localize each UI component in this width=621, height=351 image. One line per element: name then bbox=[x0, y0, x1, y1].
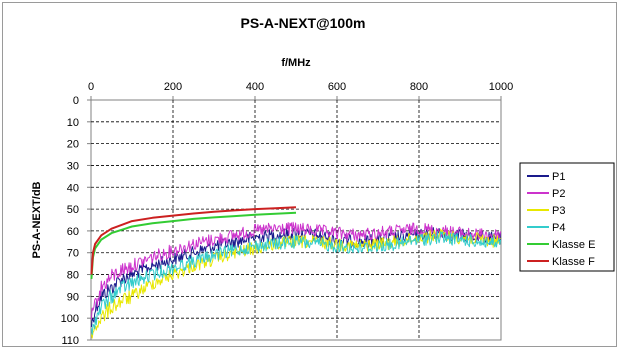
y-tick-label: 90 bbox=[67, 291, 79, 303]
chart-title: PS-A-NEXT@100m bbox=[241, 15, 366, 31]
series-line-klasse-f bbox=[90, 206, 297, 275]
series-line-p4 bbox=[90, 231, 502, 336]
y-tick-label: 40 bbox=[67, 182, 79, 194]
series-line-klasse-e bbox=[90, 211, 297, 279]
legend-label-p1: P1 bbox=[552, 171, 565, 183]
y-tick-label: 10 bbox=[67, 117, 79, 129]
legend: P1 P2 P3 P4 Klasse E Klasse F bbox=[519, 162, 615, 272]
x-tick-label: 1000 bbox=[489, 81, 513, 93]
y-tick-label: 70 bbox=[67, 248, 79, 260]
x-tick-label: 400 bbox=[246, 81, 264, 93]
legend-label-klasse-e: Klasse E bbox=[552, 239, 595, 251]
grid bbox=[91, 100, 501, 340]
legend-label-p4: P4 bbox=[552, 222, 565, 234]
y-tick-label: 50 bbox=[67, 204, 79, 216]
y-axis-title: PS-A-NEXT/dB bbox=[31, 181, 43, 258]
chart-svg: 0 200 400 600 800 1000 0 10 20 30 40 50 60 70 80 90 100… bbox=[31, 15, 615, 347]
y-tick-label: 20 bbox=[67, 139, 79, 151]
series-layer bbox=[90, 206, 502, 339]
chart-frame: 0 200 400 600 800 1000 0 10 20 30 40 50 60 70 80 90 100… bbox=[2, 2, 617, 347]
x-axis-title: f/MHz bbox=[281, 57, 311, 69]
x-tick-label: 0 bbox=[88, 81, 94, 93]
x-tick-label: 800 bbox=[410, 81, 428, 93]
y-tick-label: 60 bbox=[67, 226, 79, 238]
legend-box bbox=[519, 162, 615, 272]
y-tick-label: 80 bbox=[67, 270, 79, 282]
legend-label-p3: P3 bbox=[552, 205, 565, 217]
legend-label-klasse-f: Klasse F bbox=[552, 256, 595, 268]
y-tick-label: 30 bbox=[67, 160, 79, 172]
y-tick-label: 0 bbox=[73, 95, 79, 107]
y-tick-label: 100 bbox=[61, 313, 79, 325]
series-line-p2 bbox=[90, 221, 502, 320]
x-tick-labels: 0 200 400 600 800 1000 bbox=[88, 81, 513, 100]
x-tick-label: 200 bbox=[164, 81, 182, 93]
y-tick-label: 110 bbox=[61, 335, 79, 347]
y-tick-labels: 0 10 20 30 40 50 60 70 80 90 100 110 bbox=[61, 95, 91, 347]
legend-label-p2: P2 bbox=[552, 188, 565, 200]
plot-area bbox=[90, 99, 502, 341]
x-tick-label: 600 bbox=[328, 81, 346, 93]
